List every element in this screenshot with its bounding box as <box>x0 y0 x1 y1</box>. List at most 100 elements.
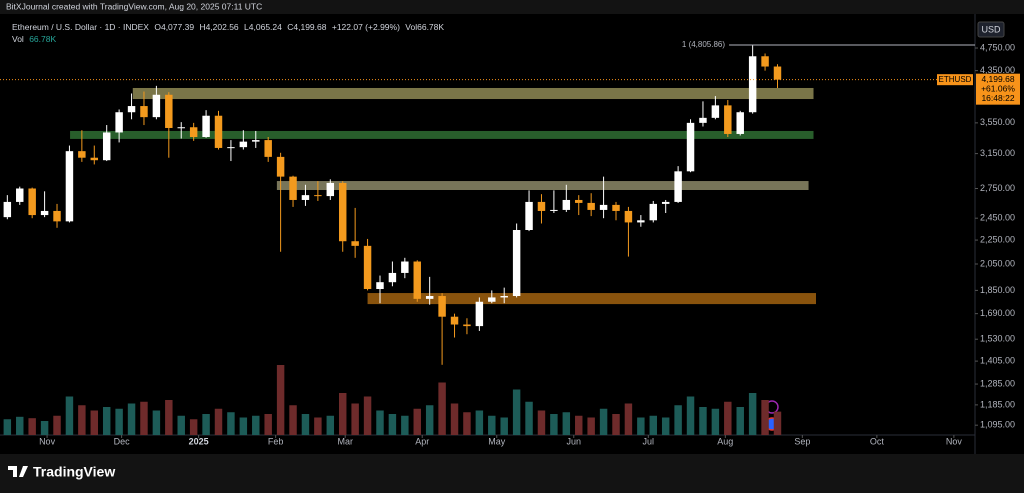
candle-body <box>637 220 645 223</box>
candle-body <box>28 188 36 216</box>
volume-bar <box>326 415 335 435</box>
candle-body <box>724 105 732 134</box>
y-tick-label: 1,530.00 <box>980 334 1015 344</box>
change-label: +61.06% <box>981 83 1015 93</box>
volume-bar <box>388 414 397 435</box>
volume-bar <box>575 415 583 435</box>
volume-bar <box>711 408 720 435</box>
ohlc-value: L4,065.24 <box>244 22 282 32</box>
volume-bar <box>90 410 99 435</box>
x-tick-label: Jun <box>567 436 582 446</box>
candle-body <box>351 241 359 246</box>
volume-bar <box>500 417 508 435</box>
x-tick-label: Sep <box>794 436 810 446</box>
candle-body <box>463 324 471 327</box>
logo-mark <box>8 466 28 477</box>
candle-body <box>512 229 521 297</box>
candle-body <box>189 127 198 138</box>
candle-body <box>177 127 185 129</box>
x-tick-label: Nov <box>39 436 56 446</box>
y-tick-label: 1,285.00 <box>980 378 1015 388</box>
y-tick-label: 4,350.00 <box>980 65 1015 75</box>
volume-bar <box>3 419 12 435</box>
y-tick-label: 2,450.00 <box>980 213 1015 223</box>
candle-body <box>65 151 74 222</box>
volume-bar <box>276 365 285 435</box>
candle-body <box>227 147 235 149</box>
candle-body <box>525 201 533 230</box>
y-tick-label: 1,850.00 <box>980 285 1015 295</box>
x-tick-label: Nov <box>946 436 963 446</box>
volume-bar <box>152 410 161 435</box>
candle-body <box>239 141 248 148</box>
candle-body <box>661 201 670 204</box>
candle-body <box>152 94 161 118</box>
candle-body <box>649 203 657 221</box>
volume-bar <box>674 405 682 435</box>
volume-bar <box>475 410 484 435</box>
y-tick-label: 2,050.00 <box>980 258 1015 268</box>
volume-bar <box>239 417 248 435</box>
volume-bar <box>314 417 322 435</box>
volume-bar <box>127 403 136 435</box>
volume-bar <box>214 408 223 435</box>
volume-legend: Vol 66.78K <box>12 34 56 44</box>
volume-bar <box>438 382 446 435</box>
peak-label: 1 (4,805.86) <box>682 40 725 49</box>
x-tick-label: Mar <box>337 436 353 446</box>
volume-bar <box>748 393 757 435</box>
y-tick-label: 4,750.00 <box>980 42 1015 52</box>
price-box <box>976 73 1020 105</box>
candle-body <box>686 122 695 172</box>
candle-body <box>40 210 49 216</box>
candle-body <box>376 282 384 290</box>
candle-body <box>388 272 397 283</box>
candle-body <box>115 112 123 133</box>
ohlc-volume: Vol66.78K <box>405 22 444 32</box>
volume-bar <box>140 401 148 435</box>
candle-body <box>301 195 310 200</box>
candle-body <box>711 105 720 118</box>
volume-bar <box>78 405 86 435</box>
volume-bar <box>363 396 372 435</box>
volume-bar <box>65 396 74 435</box>
volume-bar <box>165 400 173 435</box>
candle-body <box>761 56 769 67</box>
volume-bar <box>28 418 36 435</box>
y-tick-label: 2,250.00 <box>980 234 1015 244</box>
ohlc-change: +122.07 (+2.99%) <box>332 22 400 32</box>
candle-body <box>214 115 223 148</box>
volume-bar <box>773 411 782 435</box>
candle-body <box>202 115 210 138</box>
candle-body <box>575 199 583 203</box>
volume-title: Vol <box>12 34 24 44</box>
volume-bar <box>376 410 384 435</box>
candle-body <box>748 56 757 113</box>
currency-box[interactable] <box>977 21 1005 38</box>
candle-body <box>562 199 571 210</box>
volume-bar <box>16 416 24 435</box>
x-tick-label: Feb <box>268 436 284 446</box>
candle-body <box>438 296 446 317</box>
volume-bar <box>177 415 185 435</box>
volume-value: 66.78K <box>29 34 56 44</box>
volume-bar <box>202 414 210 435</box>
candle-body <box>338 182 347 242</box>
brand-logo: TradingView <box>8 464 115 480</box>
candle-body <box>3 201 12 218</box>
candle-body <box>90 157 99 161</box>
y-tick-label: 1,185.00 <box>980 399 1015 409</box>
candle-body <box>773 66 782 80</box>
volume-bar <box>289 405 297 435</box>
candle-body <box>475 301 484 327</box>
candle-body <box>425 296 434 299</box>
volume-bar <box>525 401 533 435</box>
legend: Ethereum / U.S. Dollar · 1D · INDEX O4,0… <box>12 22 444 32</box>
candle-body <box>488 297 496 302</box>
volume-bar <box>562 412 571 435</box>
zone <box>132 87 814 100</box>
y-tick-label: 1,095.00 <box>980 420 1015 430</box>
candle-body <box>736 112 744 134</box>
volume-bar <box>102 407 111 435</box>
x-tick-label: Aug <box>717 436 733 446</box>
